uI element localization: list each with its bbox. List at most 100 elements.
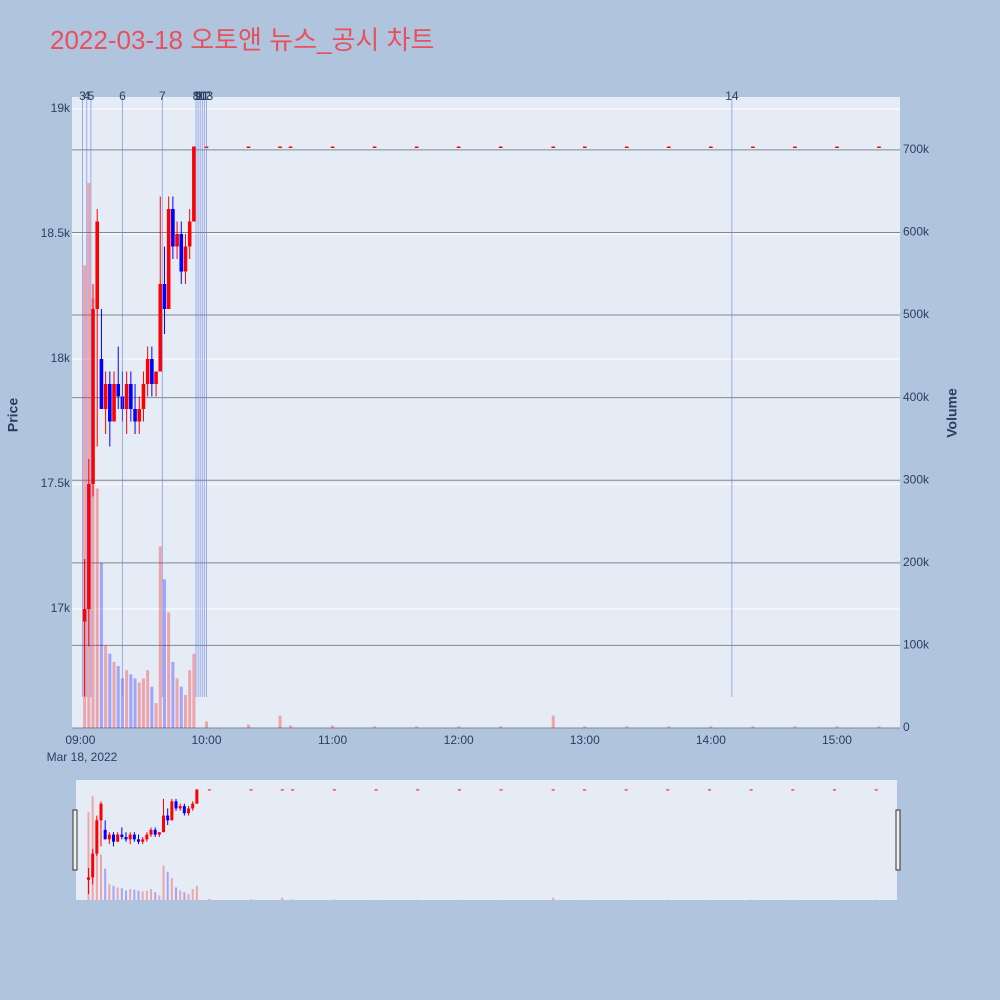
volume-bar [141,678,145,728]
mini-candle-body [280,789,284,791]
volume-bar [167,612,171,728]
mini-candle-body [249,789,253,791]
volume-bar [83,265,87,728]
candle-body [278,146,282,148]
candle-body [179,234,184,272]
volume-bar [415,726,419,728]
volume-bar [793,726,797,728]
news-label: 5 [88,89,95,103]
range-slider[interactable] [76,780,897,900]
volume-bar [120,678,124,728]
y2-tick-label: 500k [903,307,930,321]
candle-body [192,146,196,222]
mini-candle-body [178,806,182,809]
mini-candle-body [162,815,166,833]
mini-candle-body [128,834,132,840]
candle-body [95,221,100,309]
candle-body [91,309,95,484]
mini-candle-body [99,803,103,821]
volume-bar [835,726,839,728]
news-label: 8 [193,89,200,103]
mini-volume-bar [154,892,157,900]
mini-candle-body [87,877,91,880]
range-handle-left[interactable] [72,809,78,871]
mini-candle-body [291,789,295,791]
volume-bar [137,682,141,728]
candle-body [835,146,839,148]
volume-bar [125,670,129,728]
volume-bar [289,725,293,728]
candle-body [330,146,335,148]
mini-candle-body [749,789,753,791]
mini-volume-bar [195,885,198,900]
mini-candle-body [166,815,170,821]
y-tick-label: 19k [51,101,71,115]
news-label: 6 [119,89,126,103]
volume-bar [91,298,95,728]
mini-candle-body [137,839,141,842]
mini-candle-body [112,834,116,842]
candle-body [187,221,192,247]
x-date-label: Mar 18, 2022 [47,750,118,764]
chart-title: 2022-03-18 오토앤 뉴스_공시 차트 [50,25,434,55]
news-label: 10 [194,89,208,103]
mini-volume-bar [100,854,103,900]
news-label: 13 [200,89,214,103]
mini-candle-body [791,789,795,791]
candle-body [183,246,188,272]
volume-bar [551,715,555,728]
mini-candle-body [120,834,124,837]
volume-bar [667,726,671,728]
mini-volume-bar [129,889,132,900]
mini-candle-body [157,832,161,835]
mini-candle-body [416,789,420,791]
volume-bar [583,726,587,728]
x-tick-label: 10:00 [191,733,221,747]
volume-bar [373,726,377,728]
candle-body [667,146,671,148]
mini-candle-body [195,789,199,804]
mini-candle-body [91,853,95,878]
mini-candle-body [666,789,670,791]
volume-bar [877,726,881,728]
volume-bar [331,725,335,728]
mini-volume-bar [166,871,169,900]
mini-volume-bar [187,893,190,900]
volume-bar [175,678,179,728]
candle-body [582,146,587,148]
x-tick-label: 11:00 [318,733,347,747]
mini-candle-body [551,789,555,791]
volume-bar [87,182,91,729]
candle-body [751,146,755,148]
volume-bar [150,686,154,728]
mini-volume-bar [133,889,136,900]
volume-bar [192,653,196,728]
mini-volume-bar [552,897,555,900]
candle-body [877,146,881,148]
mini-volume-bar [162,865,165,900]
x-tick-label: 12:00 [444,733,474,747]
mini-candle-body [457,789,461,791]
mini-candle-body [332,789,336,791]
mini-candle-body [95,820,99,854]
mini-candle-body [103,829,107,840]
range-handle-right[interactable] [895,809,901,871]
mini-candle-body [145,834,149,840]
mini-volume-bar [170,878,173,900]
y2-tick-label: 300k [903,472,930,486]
mini-volume-bar [208,898,211,900]
mini-volume-bar [112,885,115,900]
candle-body [103,384,108,409]
candle-body [551,146,556,148]
mini-candle-body [187,808,191,814]
mini-volume-bar [104,868,107,900]
mini-candle-body [107,834,111,840]
x-tick-label: 09:00 [65,733,95,747]
y-tick-label: 17.5k [41,476,71,490]
volume-bar [108,653,112,728]
y-tick-label: 17k [51,601,71,615]
mini-candle-body [141,839,145,842]
volume-bar [751,726,755,728]
mini-volume-bar [125,890,128,900]
candle-body [141,384,146,409]
